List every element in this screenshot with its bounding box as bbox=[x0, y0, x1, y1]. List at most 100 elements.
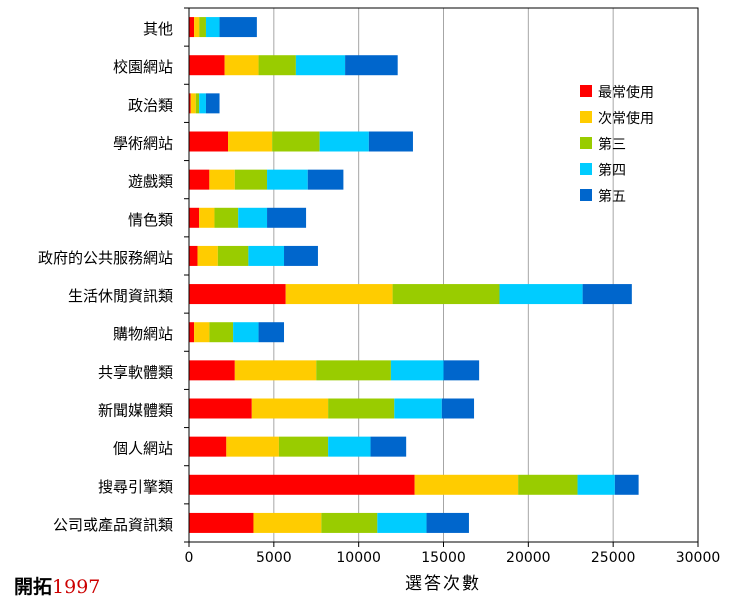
legend-label-0: 最常使用 bbox=[598, 84, 654, 101]
bar-segment-10-2 bbox=[328, 398, 395, 419]
bar-segment-5-2 bbox=[214, 207, 239, 228]
category-label-9: 共享軟體類 bbox=[98, 363, 173, 381]
bar-segment-6-0 bbox=[189, 245, 198, 266]
bar-segment-12-4 bbox=[614, 474, 639, 495]
bar-segment-4-3 bbox=[267, 169, 308, 190]
bar-segment-9-2 bbox=[316, 360, 391, 381]
x-tick-label-1: 5000 bbox=[256, 550, 292, 566]
bar-segment-9-4 bbox=[443, 360, 480, 381]
legend-swatch-4 bbox=[580, 189, 592, 201]
category-label-6: 政府的公共服務網站 bbox=[38, 249, 173, 267]
legend-swatch-0 bbox=[580, 85, 592, 97]
bar-segment-10-1 bbox=[251, 398, 329, 419]
bar-segment-5-3 bbox=[238, 207, 268, 228]
bar-segment-1-4 bbox=[345, 55, 398, 76]
bar-segment-0-0 bbox=[189, 17, 195, 38]
bar-segment-11-4 bbox=[370, 436, 407, 457]
category-label-4: 遊戲類 bbox=[128, 173, 173, 191]
bar-segment-4-4 bbox=[307, 169, 344, 190]
bar-segment-10-4 bbox=[441, 398, 475, 419]
bar-segment-8-0 bbox=[189, 322, 195, 343]
bar-segment-11-2 bbox=[278, 436, 329, 457]
bar-segment-9-3 bbox=[390, 360, 444, 381]
bar-segment-13-3 bbox=[377, 512, 427, 533]
bar-segment-9-0 bbox=[189, 360, 235, 381]
bar-segment-6-3 bbox=[248, 245, 285, 266]
bars-layer bbox=[189, 17, 639, 533]
bar-segment-2-4 bbox=[205, 93, 220, 114]
bar-segment-3-4 bbox=[368, 131, 413, 152]
bar-segment-1-1 bbox=[224, 55, 259, 76]
bar-segment-4-2 bbox=[234, 169, 268, 190]
bar-segment-12-2 bbox=[518, 474, 578, 495]
bar-segment-6-2 bbox=[217, 245, 249, 266]
legend-swatch-1 bbox=[580, 111, 592, 123]
bar-segment-2-3 bbox=[199, 93, 206, 114]
x-axis-title: 選答次數 bbox=[405, 574, 481, 594]
bar-segment-12-0 bbox=[189, 474, 415, 495]
legend-label-2: 第三 bbox=[598, 136, 626, 153]
bar-segment-0-3 bbox=[205, 17, 220, 38]
bar-segment-2-0 bbox=[189, 93, 191, 114]
bar-segment-3-0 bbox=[189, 131, 229, 152]
bar-segment-11-1 bbox=[226, 436, 279, 457]
category-label-7: 生活休閒資訊類 bbox=[68, 287, 173, 305]
category-label-13: 公司或產品資訊類 bbox=[53, 516, 173, 534]
bar-segment-13-0 bbox=[189, 512, 254, 533]
category-label-5: 情色類 bbox=[128, 211, 173, 229]
bar-segment-4-0 bbox=[189, 169, 210, 190]
x-tick-label-2: 10000 bbox=[336, 550, 381, 566]
bar-segment-3-3 bbox=[319, 131, 369, 152]
bar-segment-6-1 bbox=[197, 245, 218, 266]
bar-segment-8-1 bbox=[194, 322, 210, 343]
bar-segment-7-3 bbox=[499, 284, 583, 305]
bar-segment-2-1 bbox=[190, 93, 196, 114]
bar-segment-12-1 bbox=[414, 474, 519, 495]
bar-segment-7-1 bbox=[285, 284, 393, 305]
category-label-11: 個人網站 bbox=[113, 440, 173, 458]
x-tick-label-3: 15000 bbox=[421, 550, 466, 566]
bar-segment-10-0 bbox=[189, 398, 252, 419]
category-label-3: 學術網站 bbox=[113, 135, 173, 153]
bar-segment-7-2 bbox=[392, 284, 500, 305]
bar-segment-11-3 bbox=[328, 436, 371, 457]
bar-segment-8-3 bbox=[233, 322, 259, 343]
bar-segment-13-1 bbox=[253, 512, 322, 533]
bar-segment-0-4 bbox=[219, 17, 257, 38]
x-tick-label-0: 0 bbox=[185, 550, 194, 566]
bar-segment-5-1 bbox=[199, 207, 215, 228]
bar-segment-12-3 bbox=[577, 474, 615, 495]
bar-segment-0-1 bbox=[194, 17, 200, 38]
category-label-1: 校園網站 bbox=[113, 58, 173, 76]
legend-label-4: 第五 bbox=[598, 188, 626, 205]
brand-signature: 開拓1997 bbox=[14, 572, 100, 599]
category-label-2: 政治類 bbox=[128, 96, 173, 114]
bar-segment-7-4 bbox=[582, 284, 632, 305]
bar-segment-6-4 bbox=[284, 245, 318, 266]
bar-segment-1-2 bbox=[258, 55, 296, 76]
legend-label-3: 第四 bbox=[598, 162, 626, 179]
bar-segment-10-3 bbox=[394, 398, 442, 419]
bar-segment-3-2 bbox=[272, 131, 320, 152]
bar-segment-1-0 bbox=[189, 55, 225, 76]
bar-segment-11-0 bbox=[189, 436, 227, 457]
x-tick-label-6: 30000 bbox=[676, 550, 721, 566]
x-tick-label-5: 25000 bbox=[591, 550, 636, 566]
bar-segment-8-4 bbox=[258, 322, 285, 343]
legend-swatch-3 bbox=[580, 163, 592, 175]
brand-name: 開拓 bbox=[14, 576, 53, 598]
category-label-12: 搜尋引擎類 bbox=[98, 478, 173, 496]
bar-segment-5-0 bbox=[189, 207, 200, 228]
bar-segment-0-2 bbox=[199, 17, 206, 38]
bar-segment-3-1 bbox=[228, 131, 273, 152]
bar-segment-8-2 bbox=[209, 322, 234, 343]
axis-layer: 其他校園網站政治類學術網站遊戲類情色類政府的公共服務網站生活休閒資訊類購物網站共… bbox=[38, 7, 721, 566]
bar-segment-13-2 bbox=[321, 512, 378, 533]
category-label-8: 購物網站 bbox=[113, 325, 173, 343]
bar-segment-4-1 bbox=[209, 169, 235, 190]
bar-segment-9-1 bbox=[234, 360, 317, 381]
legend-swatch-2 bbox=[580, 137, 592, 149]
category-label-0: 其他 bbox=[143, 20, 173, 38]
